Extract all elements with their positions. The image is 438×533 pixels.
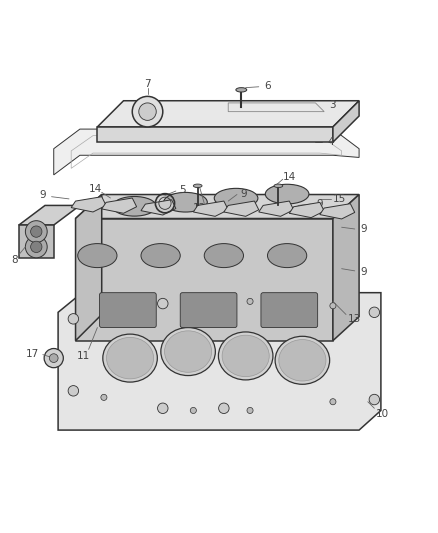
Text: 4: 4 — [327, 137, 333, 147]
Text: 14: 14 — [88, 184, 102, 194]
Circle shape — [190, 407, 196, 414]
Circle shape — [25, 221, 47, 243]
FancyBboxPatch shape — [260, 293, 317, 328]
Text: 9: 9 — [316, 199, 322, 209]
Polygon shape — [19, 205, 80, 225]
Text: 8: 8 — [11, 255, 18, 265]
Ellipse shape — [267, 244, 306, 268]
Circle shape — [157, 298, 168, 309]
Ellipse shape — [78, 244, 117, 268]
Text: 11: 11 — [77, 351, 90, 361]
Polygon shape — [141, 200, 176, 215]
Ellipse shape — [106, 337, 153, 379]
Circle shape — [368, 307, 379, 318]
Text: 12: 12 — [193, 203, 206, 213]
Ellipse shape — [275, 336, 329, 384]
Text: 9: 9 — [359, 266, 366, 277]
Text: 10: 10 — [375, 408, 388, 418]
Ellipse shape — [164, 331, 211, 372]
Circle shape — [68, 385, 78, 396]
Text: 17: 17 — [26, 349, 39, 359]
Ellipse shape — [214, 188, 257, 208]
Polygon shape — [332, 195, 358, 341]
Circle shape — [368, 394, 379, 405]
Circle shape — [157, 403, 168, 414]
Circle shape — [31, 226, 42, 237]
Text: 9: 9 — [39, 190, 46, 200]
Ellipse shape — [113, 197, 156, 216]
Ellipse shape — [273, 184, 282, 188]
Circle shape — [132, 96, 162, 127]
Circle shape — [329, 399, 335, 405]
Polygon shape — [193, 201, 228, 216]
Ellipse shape — [222, 335, 268, 377]
Ellipse shape — [265, 184, 308, 204]
Text: 9: 9 — [359, 224, 366, 235]
Polygon shape — [53, 129, 358, 175]
Text: 16: 16 — [287, 206, 300, 216]
Ellipse shape — [278, 340, 325, 381]
Text: 15: 15 — [332, 194, 345, 204]
Polygon shape — [71, 197, 106, 212]
Circle shape — [218, 298, 229, 309]
Ellipse shape — [160, 328, 215, 376]
Circle shape — [49, 354, 58, 362]
Ellipse shape — [235, 87, 246, 92]
Circle shape — [68, 313, 78, 324]
Ellipse shape — [163, 192, 207, 212]
Polygon shape — [75, 195, 102, 341]
Circle shape — [31, 241, 42, 253]
Circle shape — [218, 403, 229, 414]
Circle shape — [101, 394, 107, 400]
Circle shape — [190, 298, 196, 304]
Polygon shape — [19, 225, 53, 258]
Text: 6: 6 — [264, 82, 270, 91]
Polygon shape — [289, 203, 323, 217]
Polygon shape — [75, 195, 358, 219]
Circle shape — [25, 236, 47, 258]
Ellipse shape — [218, 332, 272, 380]
Circle shape — [44, 349, 63, 368]
Ellipse shape — [193, 184, 201, 188]
Circle shape — [138, 103, 156, 120]
Text: 3: 3 — [329, 100, 336, 110]
Polygon shape — [223, 201, 258, 216]
Polygon shape — [332, 101, 358, 142]
FancyBboxPatch shape — [99, 293, 156, 328]
Polygon shape — [258, 201, 293, 216]
FancyBboxPatch shape — [180, 293, 237, 328]
Circle shape — [329, 303, 335, 309]
Polygon shape — [58, 293, 380, 430]
Text: 9: 9 — [240, 189, 246, 199]
Ellipse shape — [204, 244, 243, 268]
Text: 7: 7 — [144, 79, 151, 89]
Polygon shape — [97, 101, 358, 127]
Polygon shape — [319, 204, 354, 219]
Polygon shape — [75, 219, 332, 341]
Ellipse shape — [141, 244, 180, 268]
Circle shape — [247, 298, 253, 304]
Text: 14: 14 — [282, 172, 295, 182]
Circle shape — [101, 307, 107, 313]
Text: 5: 5 — [179, 185, 185, 195]
Ellipse shape — [102, 334, 157, 382]
Circle shape — [247, 407, 253, 414]
Polygon shape — [97, 127, 332, 142]
Polygon shape — [102, 198, 136, 213]
Text: 13: 13 — [347, 314, 360, 324]
